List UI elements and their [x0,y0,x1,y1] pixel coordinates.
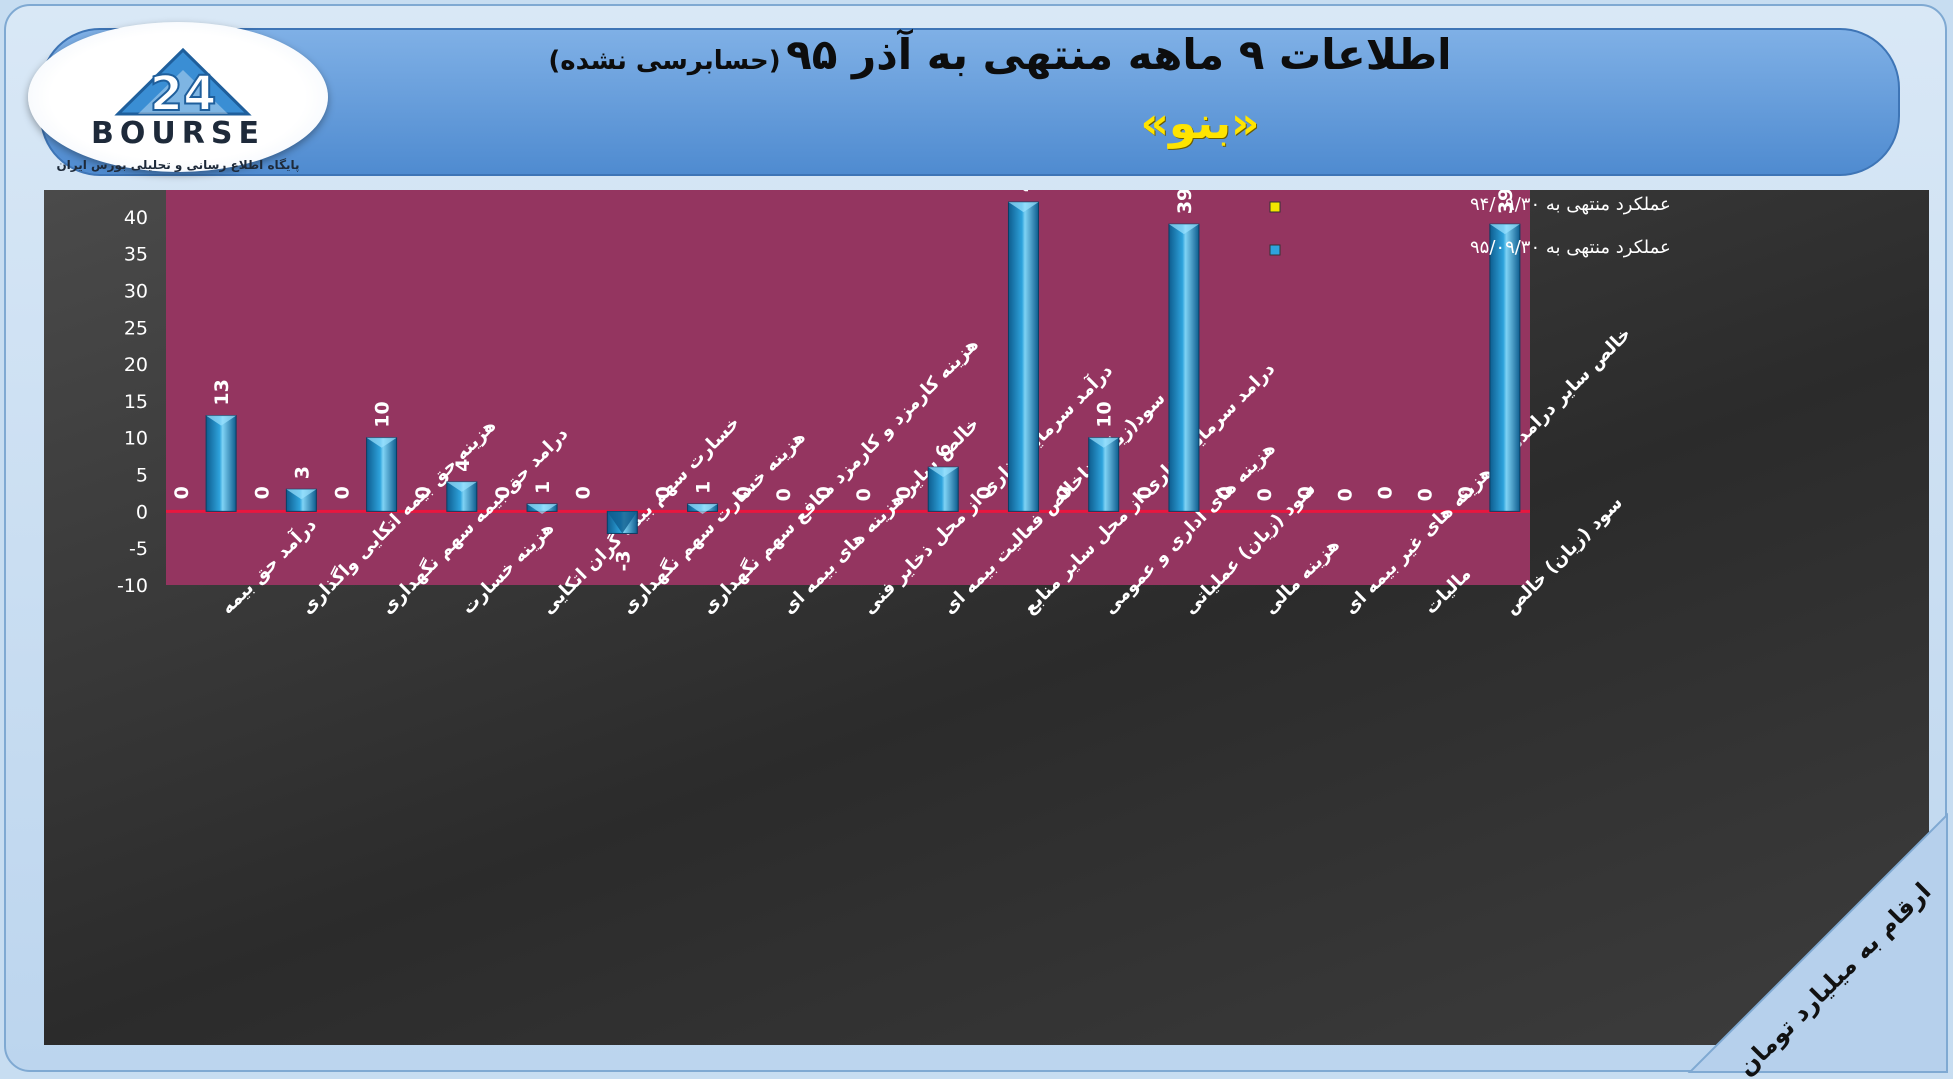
data-label-s2: 0 [1254,488,1276,501]
data-label-s2: 4 [452,459,474,472]
data-label-s2: 0 [1334,488,1356,501]
bar-s2 [366,437,398,512]
bar-s2-cap [607,511,638,534]
data-label-s1: 0 [572,486,594,499]
data-label-s1: 0 [1294,486,1316,499]
logo-word: BOURSE [91,116,265,151]
data-label-s1: 0 [1054,486,1076,499]
data-label-s1: 0 [412,486,434,499]
plot-area [166,190,1530,585]
y-tick-label: 35 [124,244,148,266]
y-tick-label: 5 [136,465,148,487]
y-tick-label: 30 [124,280,148,302]
logo: 24 BOURSE پایگاه اطلاع رسانی و تحلیلی بو… [28,22,328,172]
data-label-s2: 3 [291,466,313,479]
data-label-s1: 0 [653,486,675,499]
bar-s2 [205,415,237,512]
bar-s2-cap [527,504,558,514]
bar-s2-cap [206,415,237,426]
data-label-s2: 42 [1013,190,1035,192]
data-label-s1: 0 [1375,486,1397,499]
data-label-s1: 0 [1214,486,1236,499]
y-tick-label: 40 [124,207,148,229]
data-label-s2: 39 [1495,190,1517,214]
y-tick-label: 20 [124,354,148,376]
bar-s2 [1088,437,1120,512]
data-label-s2: 10 [1094,401,1116,427]
bar-s2-cap [446,481,477,492]
data-label-s2: 39 [1174,190,1196,214]
data-label-s1: 0 [332,486,354,499]
data-label-s1: 0 [171,486,193,499]
y-tick-label: 0 [136,501,148,523]
data-label-s1: 0 [1134,486,1156,499]
data-label-s2: -3 [612,550,634,571]
bar-s2 [1007,201,1039,512]
bar-s2-cap [687,504,718,514]
data-label-s1: 0 [492,486,514,499]
data-label-s1: 0 [893,486,915,499]
data-label-s1: 0 [973,486,995,499]
legend-entry: عملکرد منتهی به ۹۵/۰۹/۳۰ [1470,237,1671,258]
legend-swatch [1269,244,1281,256]
data-label-s2: 0 [1415,488,1437,501]
bar-s2 [1489,223,1521,512]
title-sub: (حسابرسی نشده) [548,46,781,76]
data-label-s1: 0 [733,486,755,499]
data-label-s1: 0 [1455,486,1477,499]
data-label-s2: 1 [532,481,554,494]
logo-tagline: پایگاه اطلاع رسانی و تحلیلی بورس ایران [56,158,300,172]
y-tick-label: -5 [129,538,148,560]
y-tick-label: 10 [124,428,148,450]
logo-mark-icon: 24 [114,47,252,122]
bar-s2 [1168,223,1200,512]
data-label-s2: 0 [853,488,875,501]
y-tick-label: 15 [124,391,148,413]
y-tick-label: 45 [124,190,148,192]
bar-s2-cap [1168,224,1199,235]
legend-swatch [1269,201,1281,213]
bar-s2-cap [1489,224,1520,235]
y-tick-label: -10 [117,575,148,597]
legend-entry: عملکرد منتهی به ۹۴/۰۹/۳۰ [1470,194,1671,215]
data-label-s1: 0 [813,486,835,499]
data-label-s2: 13 [211,379,233,405]
title-main: اطلاعات ۹ ماهه منتهی به آذر ۹۵ [786,30,1452,79]
bar-s2-cap [286,489,317,500]
bar-s2-cap [928,467,959,478]
data-label-s1: 0 [251,486,273,499]
data-label-s2: 10 [372,401,394,427]
logo-number: 24 [150,66,217,122]
y-tick-label: 25 [124,317,148,339]
data-label-s2: 0 [773,488,795,501]
bar-s2-cap [1008,202,1039,213]
bar-s2-cap [1088,437,1119,448]
bar-s2-cap [366,437,397,448]
header-band [40,28,1900,176]
company-name: «بنو» [1140,98,1260,149]
page-title: اطلاعات ۹ ماهه منتهی به آذر ۹۵ (حسابرسی … [400,30,1600,79]
data-label-s2: 6 [933,444,955,457]
data-label-s2: 1 [693,481,715,494]
